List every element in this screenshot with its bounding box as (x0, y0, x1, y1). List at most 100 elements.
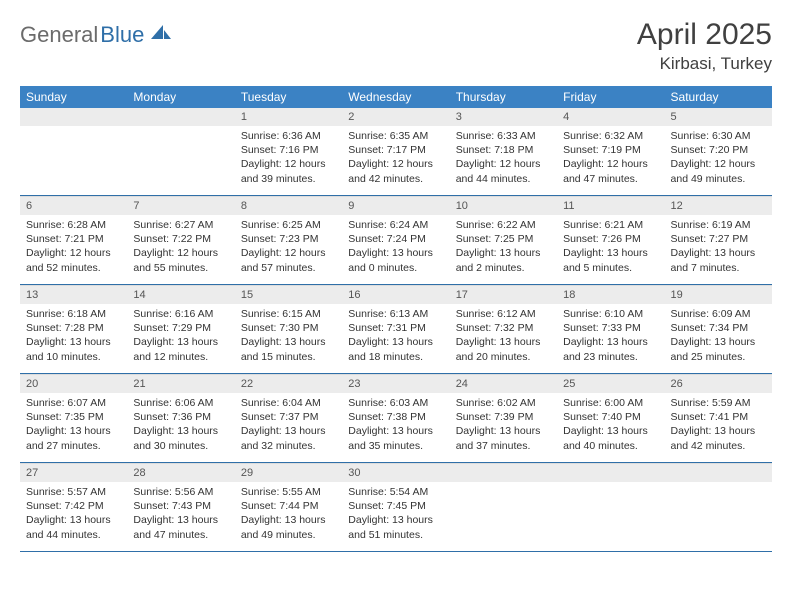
day-content-cell: Sunrise: 6:22 AMSunset: 7:25 PMDaylight:… (450, 215, 557, 285)
daylight-text-2: and 32 minutes. (241, 439, 336, 453)
sail-icon (150, 24, 172, 47)
day-number-row: 27282930 (20, 463, 772, 482)
day-number-cell: 8 (235, 196, 342, 215)
sunrise-text: Sunrise: 6:12 AM (456, 307, 551, 321)
daylight-text-2: and 23 minutes. (563, 350, 658, 364)
daylight-text-2: and 15 minutes. (241, 350, 336, 364)
daylight-text-2: and 35 minutes. (348, 439, 443, 453)
day-content-cell (557, 482, 664, 552)
day-content-cell: Sunrise: 6:19 AMSunset: 7:27 PMDaylight:… (665, 215, 772, 285)
sunrise-text: Sunrise: 6:32 AM (563, 129, 658, 143)
daylight-text-1: Daylight: 12 hours (241, 246, 336, 260)
logo-text-general: General (20, 22, 98, 48)
day-number-cell: 16 (342, 285, 449, 304)
day-number-cell: 19 (665, 285, 772, 304)
sunrise-text: Sunrise: 6:10 AM (563, 307, 658, 321)
day-content-cell: Sunrise: 6:04 AMSunset: 7:37 PMDaylight:… (235, 393, 342, 463)
daylight-text-2: and 47 minutes. (563, 172, 658, 186)
daylight-text-2: and 51 minutes. (348, 528, 443, 542)
daylight-text-1: Daylight: 13 hours (26, 513, 121, 527)
day-number-cell (557, 463, 664, 482)
day-content-cell (665, 482, 772, 552)
daylight-text-1: Daylight: 13 hours (671, 335, 766, 349)
day-number-cell: 6 (20, 196, 127, 215)
sunset-text: Sunset: 7:21 PM (26, 232, 121, 246)
logo-text-blue: Blue (100, 22, 144, 48)
daylight-text-2: and 52 minutes. (26, 261, 121, 275)
day-content-cell: Sunrise: 6:28 AMSunset: 7:21 PMDaylight:… (20, 215, 127, 285)
day-content-cell (20, 126, 127, 196)
sunrise-text: Sunrise: 6:24 AM (348, 218, 443, 232)
daylight-text-2: and 20 minutes. (456, 350, 551, 364)
day-content-cell (450, 482, 557, 552)
weekday-header-row: Sunday Monday Tuesday Wednesday Thursday… (20, 86, 772, 108)
day-content-row: Sunrise: 6:18 AMSunset: 7:28 PMDaylight:… (20, 304, 772, 374)
day-number-cell: 26 (665, 374, 772, 393)
daylight-text-1: Daylight: 13 hours (26, 424, 121, 438)
day-number-cell: 28 (127, 463, 234, 482)
daylight-text-1: Daylight: 13 hours (241, 513, 336, 527)
day-content-cell (127, 126, 234, 196)
day-content-cell: Sunrise: 6:33 AMSunset: 7:18 PMDaylight:… (450, 126, 557, 196)
sunrise-text: Sunrise: 5:55 AM (241, 485, 336, 499)
day-content-cell: Sunrise: 6:25 AMSunset: 7:23 PMDaylight:… (235, 215, 342, 285)
daylight-text-2: and 47 minutes. (133, 528, 228, 542)
daylight-text-1: Daylight: 13 hours (133, 424, 228, 438)
day-number-cell: 27 (20, 463, 127, 482)
day-number-cell: 22 (235, 374, 342, 393)
daylight-text-2: and 40 minutes. (563, 439, 658, 453)
daylight-text-1: Daylight: 13 hours (456, 335, 551, 349)
sunrise-text: Sunrise: 6:09 AM (671, 307, 766, 321)
daylight-text-2: and 55 minutes. (133, 261, 228, 275)
day-number-cell: 25 (557, 374, 664, 393)
daylight-text-2: and 25 minutes. (671, 350, 766, 364)
daylight-text-2: and 7 minutes. (671, 261, 766, 275)
daylight-text-2: and 39 minutes. (241, 172, 336, 186)
day-number-cell: 29 (235, 463, 342, 482)
daylight-text-1: Daylight: 12 hours (348, 157, 443, 171)
daylight-text-2: and 30 minutes. (133, 439, 228, 453)
daylight-text-1: Daylight: 13 hours (241, 335, 336, 349)
sunset-text: Sunset: 7:23 PM (241, 232, 336, 246)
day-number-cell: 7 (127, 196, 234, 215)
day-content-cell: Sunrise: 6:03 AMSunset: 7:38 PMDaylight:… (342, 393, 449, 463)
sunset-text: Sunset: 7:36 PM (133, 410, 228, 424)
day-content-cell: Sunrise: 5:57 AMSunset: 7:42 PMDaylight:… (20, 482, 127, 552)
day-number-cell: 2 (342, 108, 449, 126)
day-content-cell: Sunrise: 6:09 AMSunset: 7:34 PMDaylight:… (665, 304, 772, 374)
daylight-text-1: Daylight: 13 hours (26, 335, 121, 349)
daylight-text-2: and 42 minutes. (348, 172, 443, 186)
day-number-cell: 15 (235, 285, 342, 304)
day-content-cell: Sunrise: 6:12 AMSunset: 7:32 PMDaylight:… (450, 304, 557, 374)
daylight-text-1: Daylight: 13 hours (348, 246, 443, 260)
day-content-cell: Sunrise: 6:21 AMSunset: 7:26 PMDaylight:… (557, 215, 664, 285)
daylight-text-1: Daylight: 13 hours (133, 513, 228, 527)
daylight-text-1: Daylight: 13 hours (348, 424, 443, 438)
day-number-cell: 20 (20, 374, 127, 393)
daylight-text-1: Daylight: 13 hours (671, 424, 766, 438)
daylight-text-1: Daylight: 12 hours (241, 157, 336, 171)
day-content-cell: Sunrise: 6:00 AMSunset: 7:40 PMDaylight:… (557, 393, 664, 463)
weekday-header: Monday (127, 86, 234, 108)
daylight-text-2: and 37 minutes. (456, 439, 551, 453)
title-location: Kirbasi, Turkey (637, 54, 772, 74)
daylight-text-1: Daylight: 13 hours (563, 424, 658, 438)
sunset-text: Sunset: 7:24 PM (348, 232, 443, 246)
sunset-text: Sunset: 7:38 PM (348, 410, 443, 424)
title-block: April 2025 Kirbasi, Turkey (637, 18, 772, 74)
day-number-cell: 13 (20, 285, 127, 304)
sunrise-text: Sunrise: 6:22 AM (456, 218, 551, 232)
day-number-cell (450, 463, 557, 482)
weekday-header: Saturday (665, 86, 772, 108)
day-number-cell: 11 (557, 196, 664, 215)
day-content-cell: Sunrise: 6:27 AMSunset: 7:22 PMDaylight:… (127, 215, 234, 285)
daylight-text-2: and 2 minutes. (456, 261, 551, 275)
sunrise-text: Sunrise: 5:54 AM (348, 485, 443, 499)
day-content-row: Sunrise: 6:28 AMSunset: 7:21 PMDaylight:… (20, 215, 772, 285)
daylight-text-1: Daylight: 13 hours (456, 246, 551, 260)
day-number-row: 20212223242526 (20, 374, 772, 393)
daylight-text-2: and 27 minutes. (26, 439, 121, 453)
sunrise-text: Sunrise: 5:56 AM (133, 485, 228, 499)
day-content-cell: Sunrise: 6:32 AMSunset: 7:19 PMDaylight:… (557, 126, 664, 196)
sunset-text: Sunset: 7:25 PM (456, 232, 551, 246)
